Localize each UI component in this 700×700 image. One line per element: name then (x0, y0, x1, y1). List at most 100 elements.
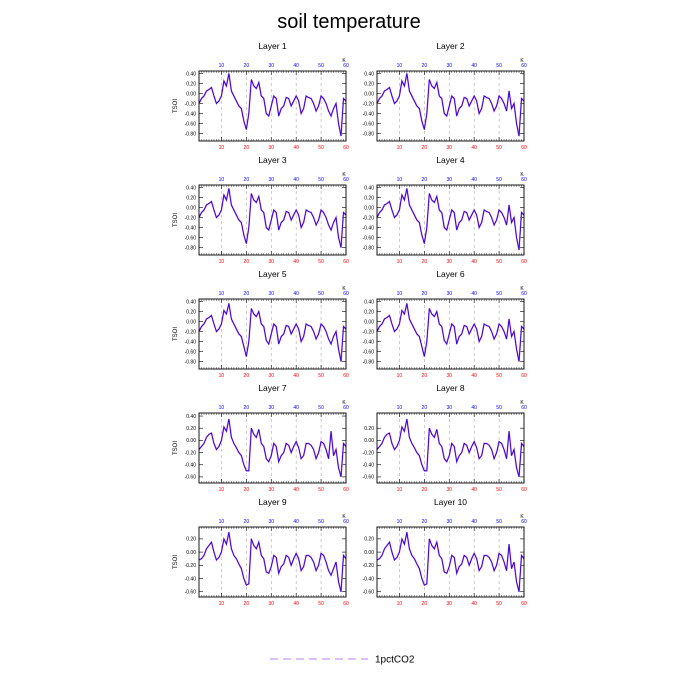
data-point (379, 326, 380, 327)
data-point (236, 328, 237, 330)
data-point (315, 110, 317, 112)
data-point (488, 212, 490, 213)
data-point (414, 100, 415, 102)
data-point (300, 570, 302, 571)
data-point (338, 467, 339, 469)
x-tick-label-top: 30 (446, 291, 452, 297)
x-tick-label-top: 30 (446, 63, 452, 69)
y-tick-label: -0.20 (363, 329, 375, 335)
data-point (488, 98, 490, 99)
data-point (391, 323, 393, 325)
x-tick-label-bottom: 40 (293, 487, 299, 493)
data-point (206, 90, 207, 92)
data-point (323, 212, 324, 213)
data-point (443, 227, 445, 228)
y-tick-label: -0.20 (185, 450, 197, 456)
data-point (443, 340, 445, 341)
data-point (466, 98, 467, 99)
data-point (404, 199, 405, 201)
data-point (216, 217, 217, 218)
data-point (280, 108, 282, 109)
data-point (443, 571, 445, 573)
data-point (491, 561, 492, 563)
data-point (323, 555, 324, 556)
data-point (293, 100, 294, 102)
data-point (241, 222, 242, 223)
data-point (273, 443, 275, 444)
data-point (419, 222, 420, 223)
x-tick-label-bottom: 30 (446, 373, 452, 379)
data-point (283, 563, 285, 565)
x-tick-label-bottom: 60 (521, 259, 527, 265)
data-point (468, 452, 470, 453)
y-tick-label: -0.40 (363, 576, 375, 582)
data-point (313, 331, 314, 332)
data-point (328, 338, 329, 340)
data-point (238, 452, 240, 453)
data-point (409, 204, 410, 206)
data-point (206, 437, 207, 438)
data-point (203, 555, 205, 556)
panel-title: Layer 10 (434, 497, 467, 507)
data-point (290, 565, 292, 566)
data-point (473, 323, 475, 325)
data-point (456, 572, 458, 574)
data-point (248, 227, 250, 228)
data-point (203, 209, 205, 211)
panel-title: Layer 2 (436, 41, 465, 51)
data-point (238, 105, 240, 107)
data-point (343, 98, 344, 99)
x-tick-label-bottom: 40 (471, 145, 477, 151)
data-point (391, 209, 393, 211)
data-point (243, 120, 245, 122)
data-point (298, 214, 299, 216)
data-point (468, 565, 470, 566)
data-point (283, 105, 285, 107)
data-point (411, 555, 413, 556)
data-point (446, 461, 448, 462)
data-point (429, 79, 430, 80)
data-point (340, 361, 342, 362)
x-tick-label-top: 10 (397, 177, 403, 183)
data-point (258, 196, 260, 197)
data-point (473, 209, 475, 211)
data-point (216, 559, 217, 561)
x-tick-label-top: 50 (496, 291, 502, 297)
data-point (270, 333, 272, 335)
data-point (506, 110, 507, 112)
data-point (441, 212, 443, 213)
y-tick-label: -0.80 (185, 359, 197, 365)
data-point (283, 452, 285, 453)
data-point (310, 98, 312, 99)
data-point (278, 115, 280, 117)
data-point (233, 323, 235, 325)
y-tick-label: -0.60 (185, 121, 197, 127)
data-point (463, 555, 465, 556)
series-line-dash (376, 188, 525, 251)
data-point (508, 318, 510, 320)
data-point (223, 310, 225, 311)
data-point (320, 209, 322, 211)
data-point (468, 219, 470, 221)
data-point (231, 90, 232, 92)
series-line (198, 532, 347, 592)
data-point (256, 437, 257, 438)
x-tick-label-top: 60 (521, 177, 527, 183)
x-tick-label-bottom: 30 (268, 145, 274, 151)
x-tick-label-top: 40 (471, 519, 477, 525)
plot-frame (376, 412, 525, 484)
data-point (325, 331, 327, 332)
data-point (323, 98, 324, 99)
data-point (476, 558, 477, 559)
data-point (248, 341, 250, 342)
data-point (458, 455, 460, 456)
data-point (288, 98, 289, 99)
data-point (396, 214, 398, 216)
data-point (496, 105, 497, 107)
plot-frame (376, 298, 525, 370)
series-line-dash (376, 73, 525, 137)
data-point (436, 429, 438, 430)
y-tick-label: -0.60 (363, 475, 375, 481)
data-point (335, 217, 337, 218)
